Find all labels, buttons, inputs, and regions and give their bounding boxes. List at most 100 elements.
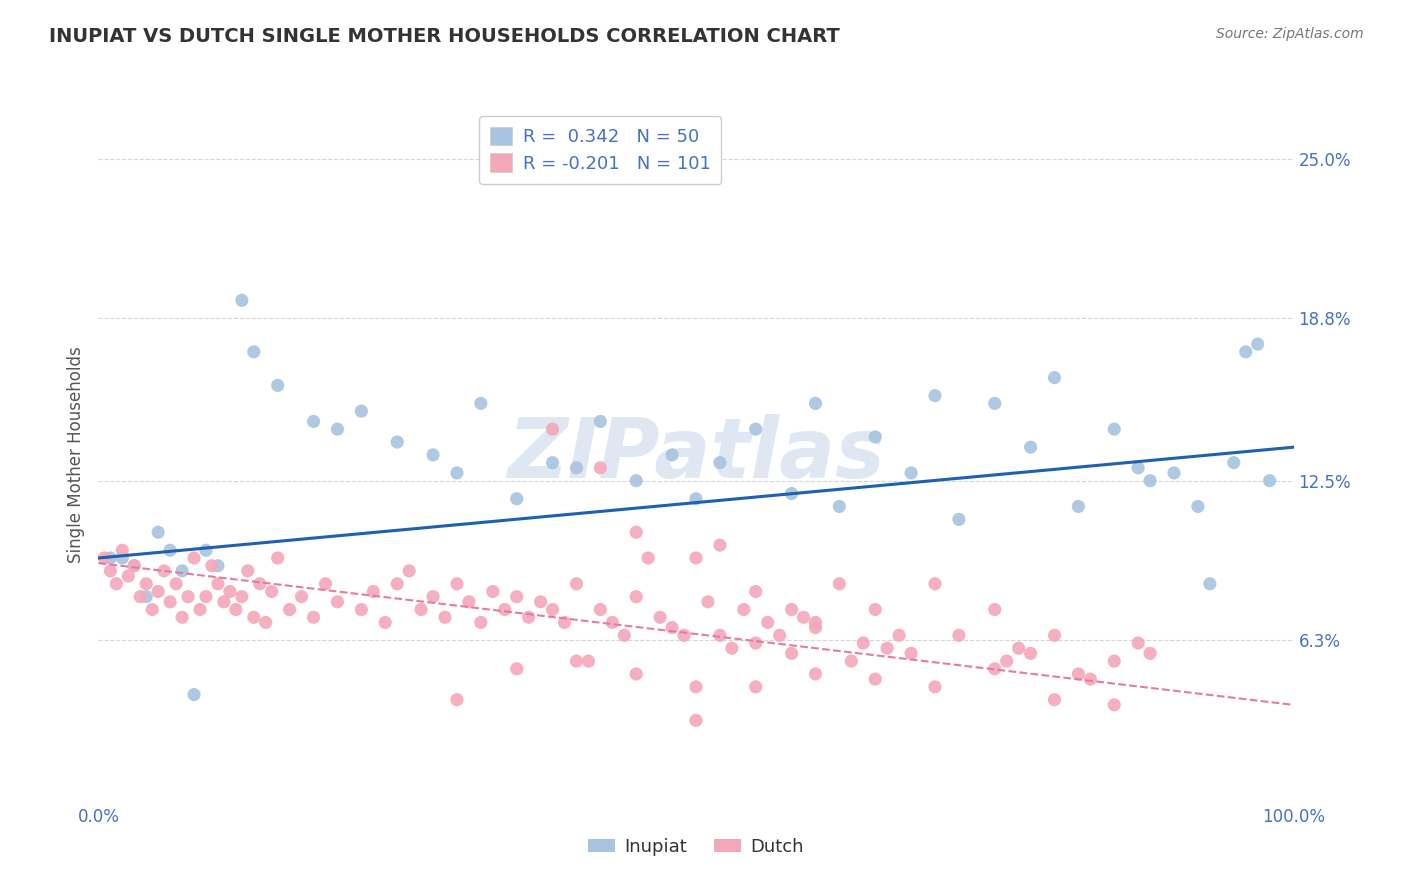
Point: [685, 551, 707, 566]
Point: [530, 595, 553, 609]
Point: [183, 688, 205, 702]
Point: [446, 466, 468, 480]
Point: [865, 602, 887, 616]
Point: [434, 610, 457, 624]
Point: [350, 602, 373, 616]
Point: [1223, 456, 1246, 470]
Point: [385, 435, 409, 450]
Point: [148, 584, 170, 599]
Point: [841, 654, 863, 668]
Point: [231, 293, 253, 308]
Point: [745, 422, 768, 436]
Point: [267, 551, 290, 566]
Point: [267, 378, 290, 392]
Point: [212, 595, 235, 609]
Point: [745, 636, 768, 650]
Point: [661, 621, 683, 635]
Point: [804, 615, 827, 630]
Point: [159, 595, 181, 609]
Point: [385, 576, 409, 591]
Point: [613, 628, 636, 642]
Point: [924, 680, 946, 694]
Point: [589, 414, 612, 428]
Point: [685, 714, 707, 728]
Point: [482, 584, 505, 599]
Point: [876, 641, 898, 656]
Legend: Inupiat, Dutch: Inupiat, Dutch: [581, 831, 811, 863]
Point: [98, 564, 122, 578]
Point: [900, 646, 922, 660]
Point: [793, 610, 815, 624]
Point: [995, 654, 1018, 668]
Point: [924, 389, 946, 403]
Point: [1104, 422, 1126, 436]
Point: [697, 595, 720, 609]
Point: [1128, 460, 1150, 475]
Point: [398, 564, 420, 578]
Point: [219, 584, 242, 599]
Point: [494, 602, 516, 616]
Point: [1019, 440, 1042, 454]
Point: [626, 667, 648, 681]
Point: [1043, 370, 1066, 384]
Point: [650, 610, 672, 624]
Point: [124, 558, 146, 573]
Point: [828, 576, 851, 591]
Text: INUPIAT VS DUTCH SINGLE MOTHER HOUSEHOLDS CORRELATION CHART: INUPIAT VS DUTCH SINGLE MOTHER HOUSEHOLD…: [49, 27, 839, 45]
Point: [626, 474, 648, 488]
Point: [900, 466, 922, 480]
Point: [1080, 672, 1102, 686]
Point: [589, 602, 612, 616]
Point: [159, 543, 181, 558]
Point: [1104, 654, 1126, 668]
Point: [1019, 646, 1042, 660]
Point: [225, 602, 247, 616]
Point: [804, 621, 827, 635]
Point: [236, 564, 259, 578]
Point: [135, 576, 157, 591]
Point: [578, 654, 600, 668]
Y-axis label: Single Mother Households: Single Mother Households: [66, 347, 84, 563]
Point: [565, 576, 588, 591]
Point: [1199, 576, 1222, 591]
Point: [589, 460, 612, 475]
Point: [709, 538, 731, 552]
Point: [374, 615, 396, 630]
Point: [1067, 667, 1090, 681]
Point: [302, 610, 325, 624]
Point: [780, 602, 803, 616]
Point: [541, 602, 564, 616]
Point: [780, 486, 803, 500]
Point: [129, 590, 152, 604]
Point: [626, 590, 648, 604]
Point: [1008, 641, 1031, 656]
Point: [1247, 337, 1270, 351]
Point: [780, 646, 803, 660]
Point: [135, 590, 157, 604]
Point: [721, 641, 744, 656]
Point: [243, 344, 266, 359]
Point: [470, 615, 492, 630]
Point: [709, 628, 731, 642]
Point: [188, 602, 211, 616]
Point: [1234, 344, 1257, 359]
Point: [506, 662, 529, 676]
Point: [458, 595, 481, 609]
Point: [804, 667, 827, 681]
Point: [326, 422, 349, 436]
Point: [363, 584, 385, 599]
Point: [984, 662, 1007, 676]
Point: [446, 692, 468, 706]
Point: [745, 680, 768, 694]
Point: [804, 396, 827, 410]
Point: [661, 448, 683, 462]
Point: [315, 576, 337, 591]
Point: [865, 430, 887, 444]
Point: [111, 551, 134, 566]
Point: [1187, 500, 1209, 514]
Point: [411, 602, 433, 616]
Point: [984, 602, 1007, 616]
Point: [685, 491, 707, 506]
Point: [673, 628, 696, 642]
Point: [984, 396, 1007, 410]
